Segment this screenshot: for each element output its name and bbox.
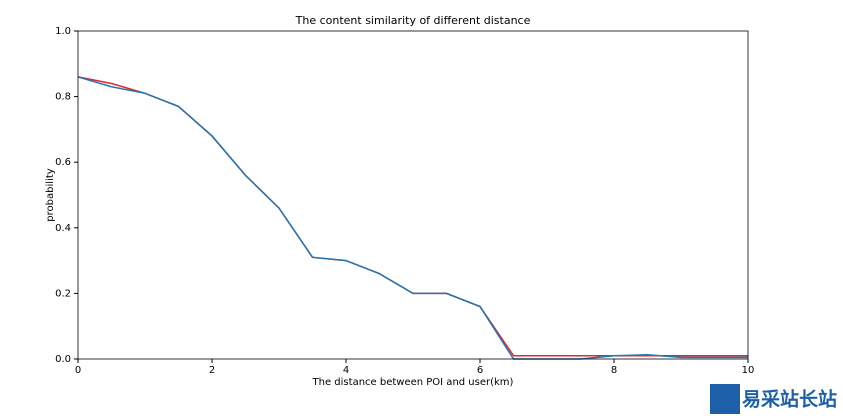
logo: 易采站长站 [710, 384, 837, 414]
x-tick-label: 10 [742, 365, 755, 376]
logo-text: 易采站长站 [742, 388, 837, 411]
x-axis-label: The distance between POI and user(km) [312, 377, 514, 388]
line-series [77, 76, 748, 360]
y-tick-label: 0.4 [55, 223, 71, 234]
x-tick-label: 0 [75, 365, 81, 376]
y-tick-label: 0.6 [55, 157, 71, 168]
y-tick-label: 1.0 [55, 26, 71, 37]
y-tick-label: 0.8 [55, 92, 71, 103]
y-tick-label: 0.0 [55, 354, 71, 365]
x-tick-label: 8 [611, 365, 617, 376]
chart-title: The content similarity of different dist… [295, 14, 531, 27]
y-axis-label: probability [45, 168, 56, 221]
x-tick-label: 6 [477, 365, 483, 376]
logo-icon [710, 384, 740, 414]
plot-frame [77, 30, 749, 360]
y-tick-label: 0.2 [55, 288, 71, 299]
x-tick-label: 4 [343, 365, 349, 376]
x-tick-label: 2 [209, 365, 215, 376]
